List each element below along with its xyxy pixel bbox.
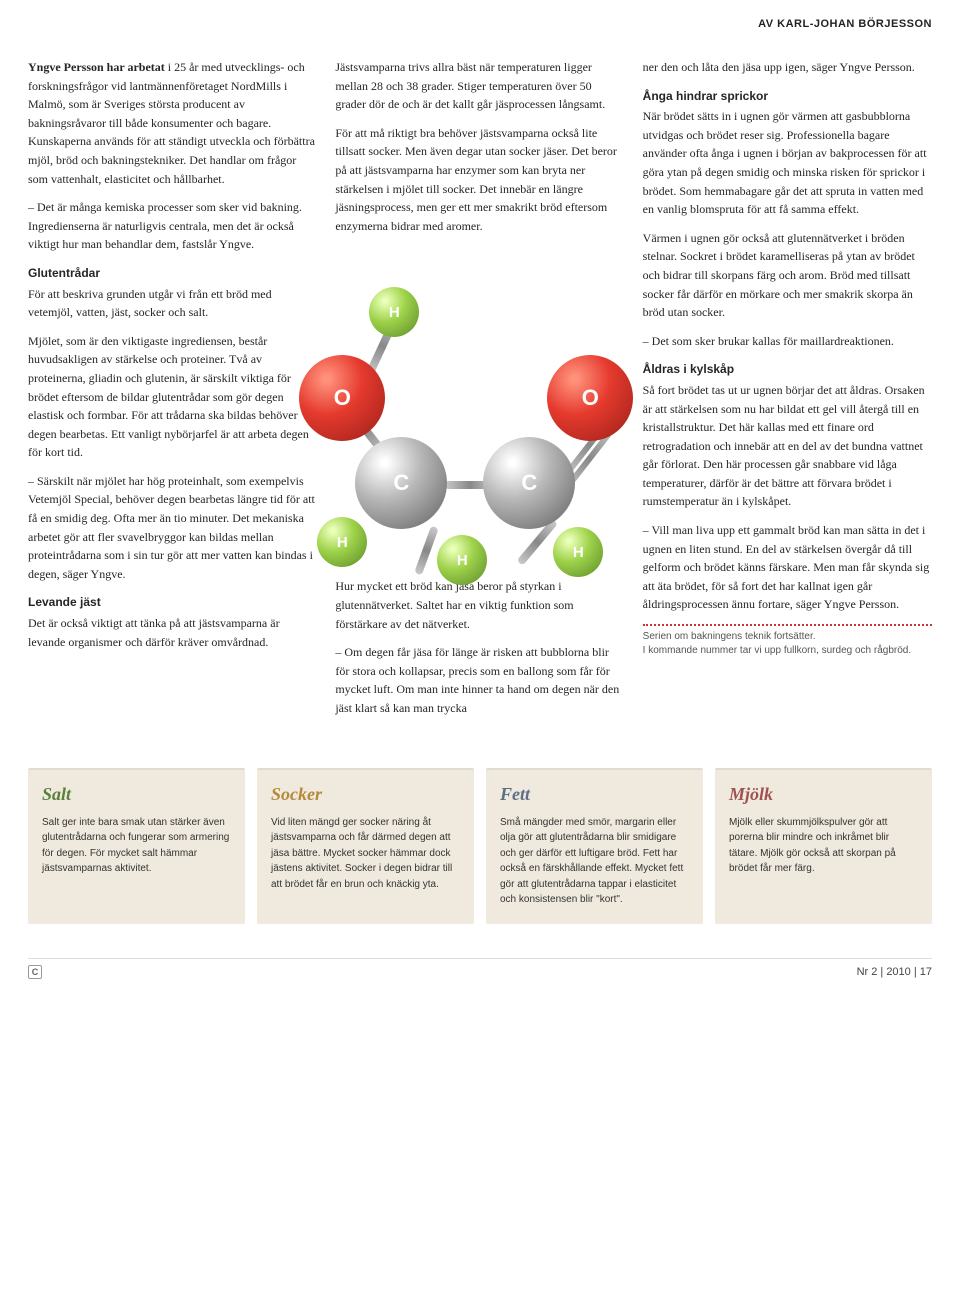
box-socker-title: Socker <box>271 784 460 805</box>
bond <box>357 474 389 521</box>
molecule-diagram: OOCCHHHH <box>255 245 704 565</box>
box-fett-title: Fett <box>500 784 689 805</box>
col2-p2: För att må riktigt bra behöver jästsvamp… <box>335 124 624 236</box>
col3-p5: Så fort brödet tas ut ur ugnen börjar de… <box>643 381 932 511</box>
col1-p6: Det är också viktigt att tänka på att jä… <box>28 614 317 651</box>
atom-c: C <box>483 437 575 529</box>
box-fett: Fett Små mängder med smör, margarin elle… <box>486 768 703 924</box>
bond <box>563 425 617 492</box>
col1-h1: Glutentrådar <box>28 264 317 283</box>
box-salt-title: Salt <box>42 784 231 805</box>
bond <box>340 399 389 459</box>
atom-o: O <box>547 355 633 441</box>
column-2: Jästsvamparna trivs allra bäst när tempe… <box>335 58 624 728</box>
box-socker: Socker Vid liten mängd ger socker näring… <box>257 768 474 924</box>
col3-p2: När brödet sätts in i ugnen gör värmen a… <box>643 107 932 219</box>
box-mjolk-title: Mjölk <box>729 784 918 805</box>
col3-p3: Värmen i ugnen gör också att glutennätve… <box>643 229 932 322</box>
col1-p2: – Det är många kemiska processer som ske… <box>28 198 317 254</box>
bond <box>445 481 495 489</box>
box-salt-body: Salt ger inte bara smak utan stärker äve… <box>42 815 231 877</box>
col1-h2: Levande jäst <box>28 593 317 612</box>
box-mjolk: Mjölk Mjölk eller skummjölkspulver gör a… <box>715 768 932 924</box>
bond <box>366 318 399 376</box>
col1-p3: För att beskriva grunden utgår vi från e… <box>28 285 317 322</box>
col3-h2: Åldras i kylskåp <box>643 360 932 379</box>
main-columns: Yngve Persson har arbetat i 25 år med ut… <box>28 58 932 728</box>
atom-c: C <box>355 437 447 529</box>
col1-p4: Mjölet, som är den viktigaste ingrediens… <box>28 332 317 462</box>
issue-number: Nr 2 | 2010 | 17 <box>857 966 932 978</box>
atom-h: H <box>317 517 367 567</box>
note2: I kommande nummer tar vi upp fullkorn, s… <box>643 645 911 656</box>
bond <box>563 411 617 478</box>
box-salt: Salt Salt ger inte bara smak utan stärke… <box>28 768 245 924</box>
bond <box>414 526 439 576</box>
col2-p1: Jästsvamparna trivs allra bäst när tempe… <box>335 58 624 114</box>
atom-h: H <box>553 527 603 577</box>
col3-p6: – Vill man liva upp ett gammalt bröd kan… <box>643 521 932 614</box>
col1-p1: Yngve Persson har arbetat i 25 år med ut… <box>28 58 317 188</box>
column-3: ner den och låta den jäsa upp igen, säge… <box>643 58 932 728</box>
col3-h1: Ånga hindrar sprickor <box>643 87 932 106</box>
box-mjolk-body: Mjölk eller skummjölkspulver gör att por… <box>729 815 918 877</box>
atom-h: H <box>369 287 419 337</box>
bond <box>517 519 558 566</box>
ingredient-boxes: Salt Salt ger inte bara smak utan stärke… <box>28 768 932 924</box>
col1-lead: Yngve Persson har arbetat <box>28 60 165 74</box>
magazine-logo-icon: C <box>28 965 42 979</box>
box-socker-body: Vid liten mängd ger socker näring åt jäs… <box>271 815 460 893</box>
col1-p1rest: i 25 år med utvecklings- och forskningsf… <box>28 60 315 186</box>
box-fett-body: Små mängder med smör, margarin eller olj… <box>500 815 689 908</box>
series-note: Serien om bakningens teknik fortsätter. … <box>643 624 932 658</box>
col3-p1: ner den och låta den jäsa upp igen, säge… <box>643 58 932 77</box>
col2-p4: – Om degen får jäsa för länge är risken … <box>335 643 624 717</box>
col1-p5: – Särskilt när mjölet har hög proteinhal… <box>28 472 317 584</box>
note1: Serien om bakningens teknik fortsätter. <box>643 631 816 642</box>
col2-p3: Hur mycket ett bröd kan jäsa beror på st… <box>335 577 624 633</box>
column-1: Yngve Persson har arbetat i 25 år med ut… <box>28 58 317 728</box>
col3-p4: – Det som sker brukar kallas för maillar… <box>643 332 932 351</box>
byline: AV KARL-JOHAN BÖRJESSON <box>28 18 932 30</box>
page-footer: C Nr 2 | 2010 | 17 <box>28 958 932 979</box>
